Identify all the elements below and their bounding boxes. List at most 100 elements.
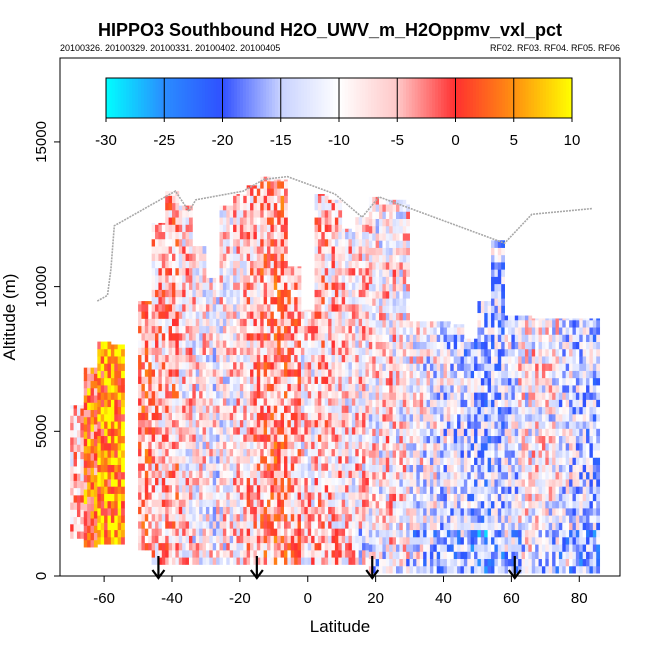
heatmap-cell bbox=[429, 493, 434, 502]
heatmap-cell bbox=[307, 354, 312, 363]
heatmap-cell bbox=[172, 419, 176, 428]
heatmap-cell bbox=[331, 528, 336, 536]
heatmap-cell bbox=[100, 464, 105, 473]
heatmap-cell bbox=[419, 321, 424, 328]
heatmap-cell bbox=[348, 228, 353, 233]
heatmap-cell bbox=[185, 470, 190, 478]
heatmap-cell bbox=[324, 455, 329, 464]
heatmap-cell bbox=[239, 202, 244, 211]
heatmap-cell bbox=[463, 399, 468, 408]
heatmap-cell bbox=[182, 296, 186, 305]
heatmap-cell bbox=[222, 441, 227, 450]
heatmap-cell bbox=[178, 361, 183, 370]
heatmap-cell bbox=[284, 209, 288, 218]
heatmap-cell bbox=[158, 484, 163, 493]
heatmap-cell bbox=[368, 377, 373, 386]
heatmap-cell bbox=[372, 305, 377, 314]
heatmap-cell bbox=[80, 451, 85, 460]
heatmap-cell bbox=[372, 457, 377, 465]
heatmap-cell bbox=[260, 455, 265, 464]
heatmap-cell bbox=[233, 542, 237, 551]
heatmap-cell bbox=[273, 217, 278, 225]
heatmap-cell bbox=[379, 348, 383, 357]
heatmap-cell bbox=[216, 340, 220, 348]
heatmap-cell bbox=[345, 506, 349, 515]
heatmap-cell bbox=[70, 405, 74, 409]
heatmap-cell bbox=[172, 521, 176, 529]
heatmap-cell bbox=[100, 471, 105, 480]
heatmap-cell bbox=[188, 463, 193, 471]
heatmap-cell bbox=[212, 448, 217, 457]
heatmap-cell bbox=[399, 247, 404, 256]
heatmap-cell bbox=[93, 445, 98, 454]
heatmap-cell bbox=[144, 463, 149, 471]
heatmap-cell bbox=[256, 557, 261, 565]
heatmap-cell bbox=[239, 361, 244, 370]
heatmap-cell bbox=[165, 455, 169, 464]
heatmap-cell bbox=[348, 311, 353, 319]
heatmap-cell bbox=[280, 246, 285, 254]
heatmap-cell bbox=[229, 231, 234, 240]
heatmap-cell bbox=[338, 289, 343, 298]
heatmap-cell bbox=[396, 312, 400, 321]
heatmap-cell bbox=[287, 441, 292, 450]
heatmap-cell bbox=[253, 390, 258, 399]
heatmap-cell bbox=[216, 361, 220, 370]
heatmap-cell bbox=[168, 361, 173, 370]
heatmap-cell bbox=[433, 348, 438, 357]
heatmap-cell bbox=[300, 369, 305, 377]
heatmap-cell bbox=[222, 477, 227, 486]
heatmap-cell bbox=[100, 356, 105, 364]
heatmap-cell bbox=[263, 441, 268, 450]
heatmap-cell bbox=[365, 224, 370, 233]
heatmap-cell bbox=[205, 325, 210, 334]
heatmap-cell bbox=[338, 470, 343, 478]
heatmap-cell bbox=[178, 521, 183, 529]
heatmap-cell bbox=[73, 466, 78, 474]
heatmap-cell bbox=[399, 305, 404, 314]
heatmap-cell bbox=[470, 442, 475, 451]
heatmap-cell bbox=[324, 383, 329, 392]
heatmap-cell bbox=[372, 247, 377, 256]
heatmap-cell bbox=[433, 522, 438, 531]
heatmap-cell bbox=[290, 311, 295, 319]
heatmap-cell bbox=[338, 267, 343, 276]
heatmap-cell bbox=[429, 551, 434, 560]
heatmap-cell bbox=[446, 428, 451, 437]
heatmap-cell bbox=[117, 471, 122, 480]
heatmap-cell bbox=[253, 303, 258, 312]
heatmap-cell bbox=[87, 489, 91, 497]
heatmap-cell bbox=[284, 217, 288, 225]
heatmap-cell bbox=[172, 448, 176, 457]
heatmap-cell bbox=[229, 217, 234, 225]
heatmap-cell bbox=[212, 441, 217, 450]
heatmap-cell bbox=[90, 409, 95, 418]
heatmap-cell bbox=[314, 194, 319, 196]
heatmap-cell bbox=[93, 525, 98, 533]
heatmap-cell bbox=[172, 354, 176, 363]
heatmap-cell bbox=[188, 325, 193, 334]
heatmap-cell bbox=[212, 289, 217, 298]
heatmap-cell bbox=[450, 522, 455, 531]
heatmap-cell bbox=[114, 493, 119, 502]
heatmap-cell bbox=[148, 521, 153, 529]
heatmap-cell bbox=[453, 507, 458, 516]
heatmap-cell bbox=[358, 332, 363, 341]
heatmap-cell bbox=[216, 405, 220, 413]
heatmap-cell bbox=[185, 492, 190, 500]
heatmap-cell bbox=[334, 296, 339, 305]
heatmap-cell bbox=[358, 412, 363, 421]
heatmap-cell bbox=[178, 209, 183, 218]
heatmap-cell bbox=[100, 363, 105, 371]
heatmap-cell bbox=[307, 325, 312, 334]
heatmap-cell bbox=[345, 228, 349, 233]
heatmap-cell bbox=[307, 492, 312, 500]
heatmap-cell bbox=[104, 457, 108, 465]
heatmap-cell bbox=[175, 513, 180, 522]
heatmap-cell bbox=[446, 341, 451, 350]
heatmap-cell bbox=[382, 218, 387, 227]
heatmap-cell bbox=[205, 289, 210, 298]
heatmap-cell bbox=[175, 477, 180, 486]
heatmap-cell bbox=[453, 363, 458, 371]
heatmap-cell bbox=[389, 493, 393, 502]
